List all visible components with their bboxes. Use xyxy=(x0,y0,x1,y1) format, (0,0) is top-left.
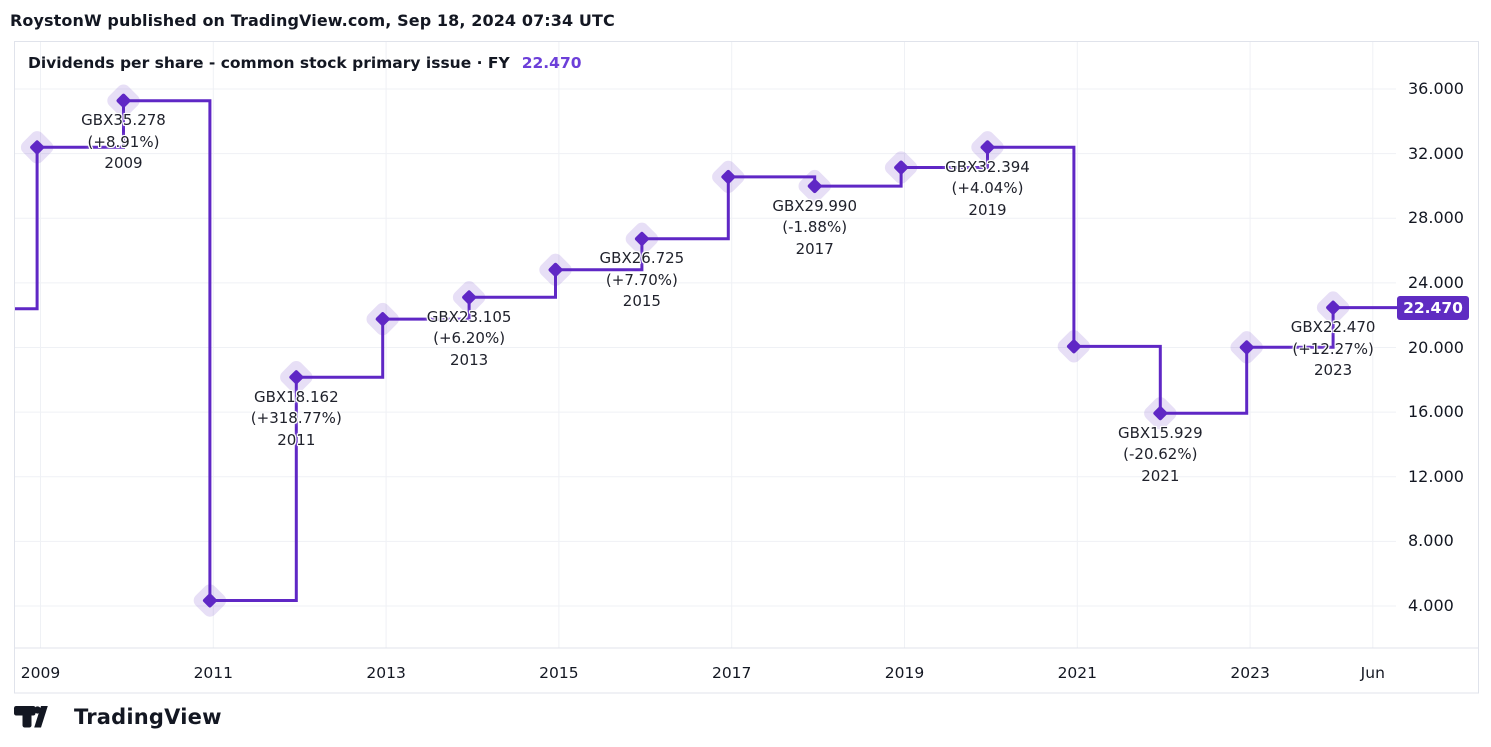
y-tick-16.000: 16.000 xyxy=(1408,402,1464,422)
point-marker xyxy=(1326,300,1341,315)
y-tick-8.000: 8.000 xyxy=(1408,531,1454,551)
point-label-2009: GBX35.278 (+8.91%) 2009 xyxy=(44,110,204,175)
y-tick-28.000: 28.000 xyxy=(1408,208,1464,228)
step-line-series xyxy=(15,99,1397,602)
point-label-year: 2015 xyxy=(622,292,661,311)
price-scale[interactable] xyxy=(1397,41,1479,648)
point-label-2015: GBX26.725 (+7.70%) 2015 xyxy=(562,248,722,313)
point-marker xyxy=(1066,339,1081,354)
diamond-markers xyxy=(30,93,1341,608)
x-tick-2015: 2015 xyxy=(539,664,579,682)
point-label-2011: GBX18.162 (+318.77%) 2011 xyxy=(216,387,376,452)
x-tick-2023: 2023 xyxy=(1230,664,1270,682)
point-marker xyxy=(1239,340,1254,355)
point-label-change: (+8.91%) xyxy=(87,132,160,151)
point-label-change: (-1.88%) xyxy=(782,218,848,237)
x-tick-Jun: Jun xyxy=(1360,664,1385,682)
point-label-price: GBX32.394 xyxy=(945,157,1030,176)
point-marker xyxy=(462,290,477,305)
point-label-2021: GBX15.929 (-20.62%) 2021 xyxy=(1080,423,1240,488)
point-marker xyxy=(30,140,45,155)
point-label-price: GBX22.470 xyxy=(1290,318,1376,337)
point-marker xyxy=(634,231,649,246)
point-label-2017: GBX29.990 (-1.88%) 2017 xyxy=(735,196,895,261)
tradingview-mark-icon xyxy=(14,706,48,728)
last-price-badge: 22.470 xyxy=(1397,295,1469,320)
point-marker xyxy=(1153,406,1168,421)
time-scale[interactable] xyxy=(14,648,1479,693)
x-tick-2019: 2019 xyxy=(884,664,925,682)
point-label-price: GBX26.725 xyxy=(599,249,685,268)
point-label-price: GBX18.162 xyxy=(253,387,339,406)
point-label-change: (+318.77%) xyxy=(250,409,342,428)
x-tick-2011: 2011 xyxy=(193,664,234,682)
point-label-change: (+6.20%) xyxy=(433,329,506,348)
point-label-year: 2009 xyxy=(104,154,143,173)
point-marker xyxy=(116,93,131,108)
point-label-change: (-20.62%) xyxy=(1123,445,1198,464)
x-tick-2009: 2009 xyxy=(20,664,61,682)
tradingview-logo[interactable]: TradingView xyxy=(13,703,222,731)
point-marker xyxy=(807,179,822,194)
point-marker xyxy=(894,160,909,175)
x-tick-2017: 2017 xyxy=(711,664,752,682)
point-marker xyxy=(202,593,217,608)
series-title-text: Dividends per share - common stock prima… xyxy=(28,54,510,72)
point-label-2023: GBX22.470 (+12.27%) 2023 xyxy=(1253,317,1413,382)
point-marker xyxy=(375,312,390,327)
point-marker xyxy=(721,169,736,184)
point-label-price: GBX23.105 xyxy=(426,307,512,326)
y-tick-32.000: 32.000 xyxy=(1408,143,1464,163)
series-title: Dividends per share - common stock prima… xyxy=(28,52,582,74)
chart-plot-area[interactable] xyxy=(14,41,1397,648)
point-label-change: (+7.70%) xyxy=(605,270,678,289)
y-tick-36.000: 36.000 xyxy=(1408,79,1464,98)
tradingview-wordmark: TradingView xyxy=(74,705,222,729)
y-tick-4.000: 4.000 xyxy=(1408,596,1454,615)
point-label-price: GBX35.278 xyxy=(81,111,166,130)
point-marker xyxy=(548,262,563,277)
point-label-year: 2017 xyxy=(795,239,834,258)
x-tick-2013: 2013 xyxy=(366,664,406,682)
series-last-value: 22.470 xyxy=(521,54,582,72)
y-tick-24.000: 24.000 xyxy=(1408,272,1464,292)
point-label-2013: GBX23.105 (+6.20%) 2013 xyxy=(389,307,549,372)
point-label-year: 2011 xyxy=(277,430,316,449)
publish-attribution: RoystonW published on TradingView.com, S… xyxy=(10,11,615,30)
point-label-price: GBX29.990 xyxy=(772,196,858,215)
y-tick-20.000: 20.000 xyxy=(1408,337,1464,357)
point-label-year: 2021 xyxy=(1141,466,1180,485)
point-label-year: 2013 xyxy=(450,350,489,369)
y-tick-12.000: 12.000 xyxy=(1408,466,1464,486)
x-tick-2021: 2021 xyxy=(1057,664,1098,682)
point-label-year: 2023 xyxy=(1314,361,1353,380)
point-marker xyxy=(289,370,304,385)
chart-panel-border xyxy=(14,41,1479,694)
point-label-change: (+12.27%) xyxy=(1292,339,1374,358)
point-marker xyxy=(980,140,995,155)
point-label-change: (+4.04%) xyxy=(951,179,1024,198)
point-label-2019: GBX32.394 (+4.04%) 2019 xyxy=(908,157,1068,222)
point-label-year: 2019 xyxy=(968,200,1007,219)
point-label-price: GBX15.929 xyxy=(1117,423,1203,442)
